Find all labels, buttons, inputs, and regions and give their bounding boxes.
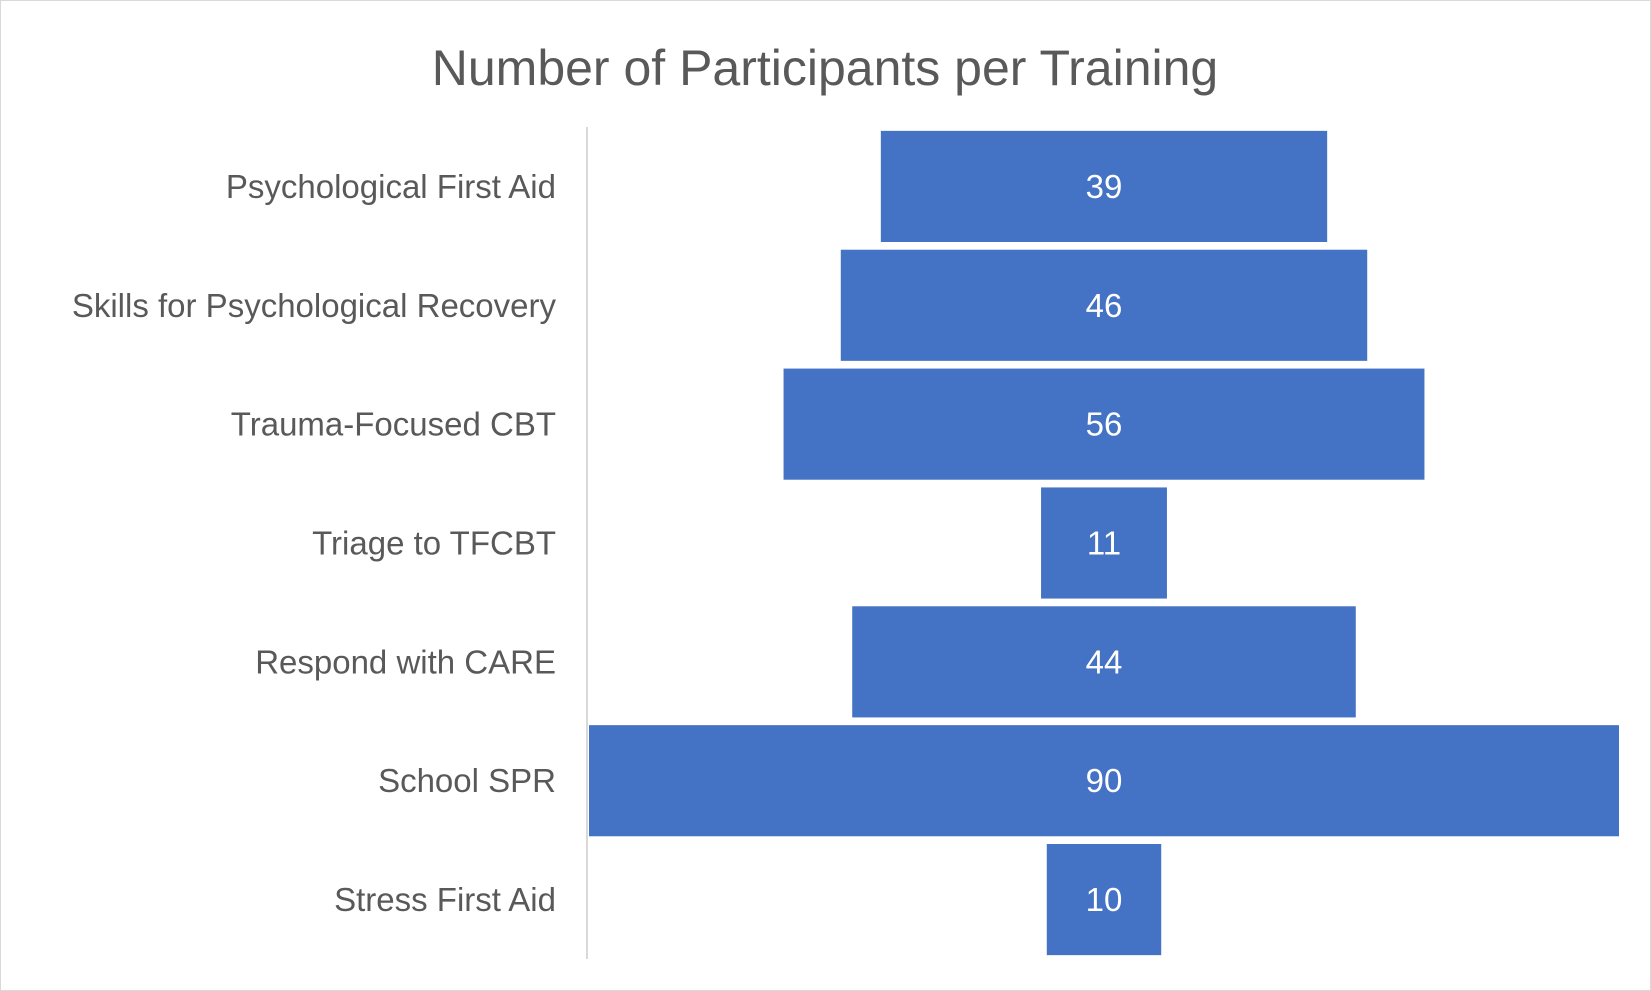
bar: [880, 130, 1328, 242]
category-labels: Psychological First Aid Skills for Psycho…: [72, 168, 557, 918]
bar: [589, 725, 1619, 837]
data-label: 44: [1086, 643, 1123, 680]
bar: [840, 249, 1368, 361]
bar: [852, 606, 1356, 718]
bar: [1046, 844, 1162, 956]
data-label: 90: [1086, 762, 1123, 799]
category-label: Stress First Aid: [334, 881, 556, 918]
category-label: Respond with CARE: [255, 643, 556, 680]
data-label: 11: [1087, 525, 1121, 562]
category-label: Skills for Psychological Recovery: [72, 287, 557, 324]
category-label: Trauma-Focused CBT: [231, 406, 556, 443]
chart-title: Number of Participants per Training: [432, 40, 1218, 96]
category-label: School SPR: [378, 762, 556, 799]
bars: [589, 130, 1619, 956]
data-label: 56: [1086, 406, 1123, 443]
data-labels: 39 46 56 11 44 90 10: [1086, 168, 1123, 918]
bar: [1041, 487, 1167, 599]
category-label: Psychological First Aid: [226, 168, 556, 205]
data-label: 10: [1086, 881, 1123, 918]
bar: [783, 368, 1425, 480]
data-label: 39: [1086, 168, 1123, 205]
category-label: Triage to TFCBT: [312, 525, 556, 562]
data-label: 46: [1086, 287, 1123, 324]
